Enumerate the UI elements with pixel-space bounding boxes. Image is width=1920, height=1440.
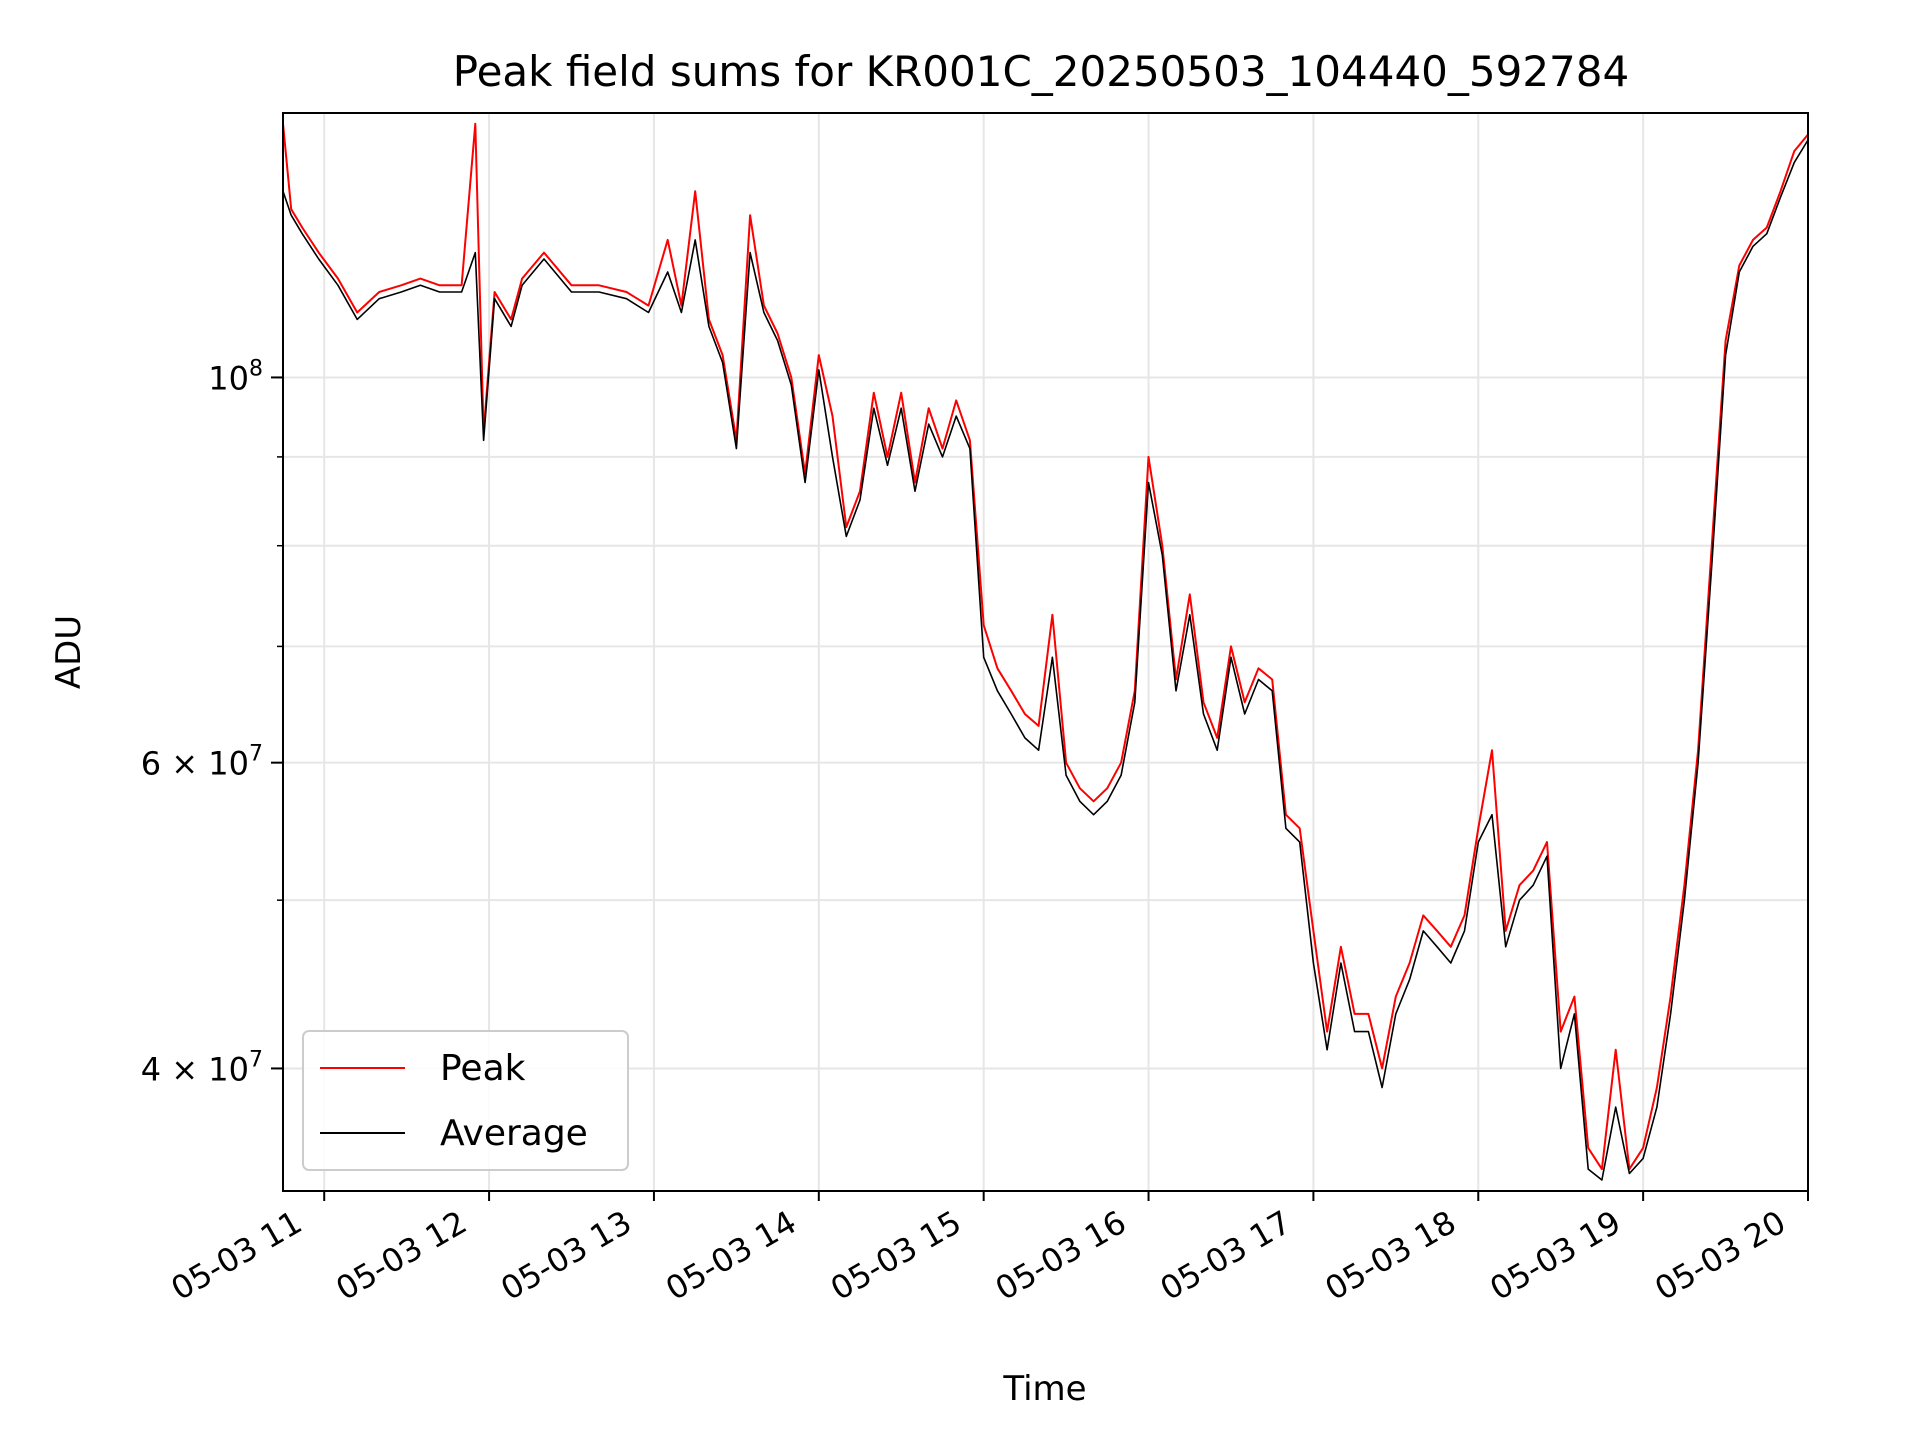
plot-area-frame	[282, 112, 1809, 1192]
series-line-peak	[282, 122, 1809, 1171]
chart-title: Peak field sums for KR001C_20250503_1044…	[453, 47, 1629, 96]
legend-label-average: Average	[440, 1113, 588, 1154]
legend-box	[302, 1030, 629, 1171]
y-tick-base: 10	[208, 359, 249, 397]
series-lines	[282, 122, 1809, 1181]
y-tick-exponent: 8	[249, 356, 263, 381]
y-tick-base: 4 × 10	[141, 1050, 249, 1088]
series-line-average	[282, 139, 1809, 1181]
y-tick-label: 4 × 107	[141, 1047, 263, 1088]
y-tick-label: 108	[208, 356, 263, 397]
y-tick-label: 6 × 107	[141, 742, 263, 783]
y-axis-label: ADU	[49, 615, 89, 689]
legend: Peak Average	[302, 1030, 629, 1171]
y-tick-base: 6 × 10	[141, 745, 249, 783]
legend-label-peak: Peak	[440, 1048, 526, 1089]
y-tick-exponent: 7	[249, 1047, 263, 1072]
x-axis-label: Time	[1002, 1369, 1086, 1409]
y-tick-exponent: 7	[249, 742, 263, 767]
